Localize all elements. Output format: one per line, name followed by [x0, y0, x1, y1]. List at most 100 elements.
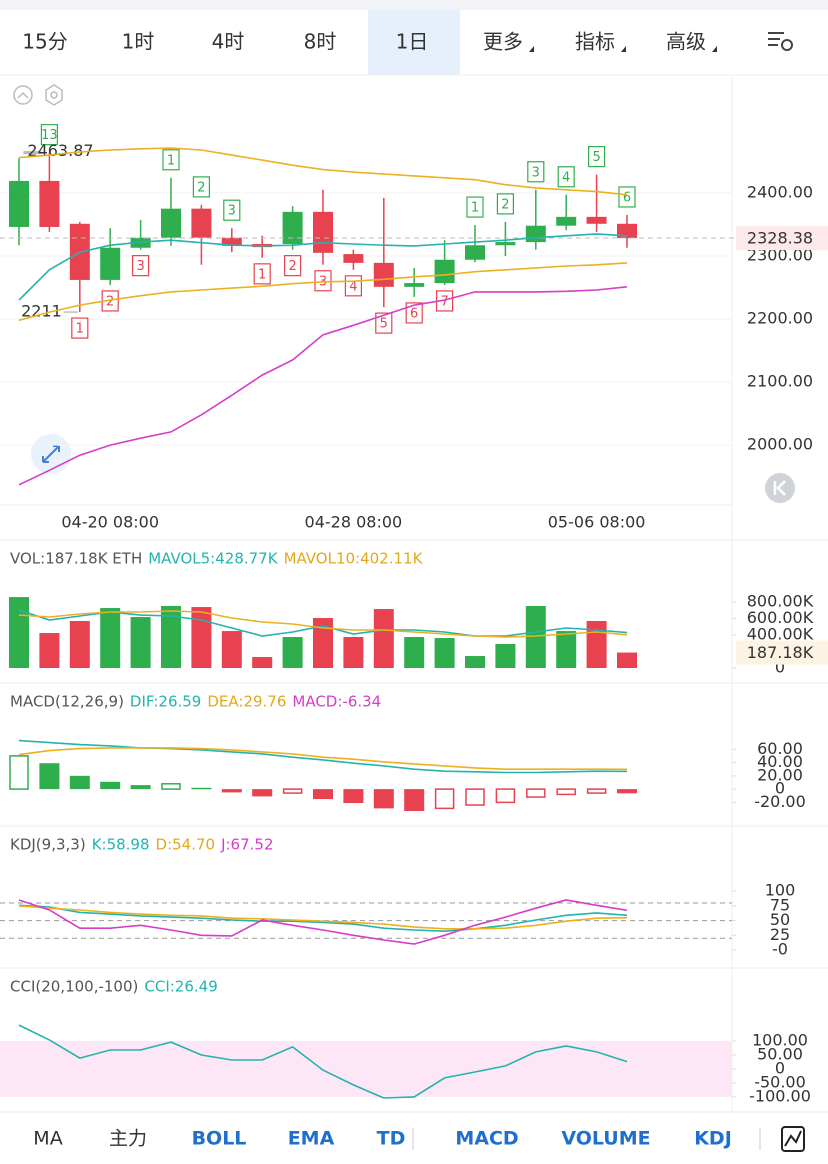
- indicator-line: [18, 609, 628, 637]
- candle-body: [525, 225, 546, 243]
- selected-tab-bg: [368, 10, 460, 75]
- td-marker-box: [223, 199, 241, 221]
- bar: [100, 781, 121, 790]
- bar: [465, 656, 485, 668]
- indicator-line: [18, 747, 628, 771]
- td-marker-box: [253, 263, 271, 285]
- bar: [191, 787, 212, 790]
- indicator-tab[interactable]: KDJ: [694, 1128, 732, 1150]
- candle-body: [617, 223, 637, 239]
- indicator-tab[interactable]: 主力: [109, 1128, 147, 1150]
- bar: [161, 605, 181, 668]
- td-marker: 3: [532, 165, 540, 180]
- legend-entry: MAVOL10:402.11K: [284, 550, 424, 568]
- y-tick-label: 400.00K: [747, 625, 814, 644]
- collapse-icon[interactable]: [13, 85, 33, 105]
- td-marker-box: [132, 255, 150, 277]
- status-strip: [0, 0, 828, 10]
- y-tick-label: 0: [775, 658, 785, 677]
- y-tick-label: 0: [775, 1058, 785, 1077]
- bar: [69, 775, 90, 790]
- td-marker-box: [496, 193, 514, 215]
- indicator-line: [18, 262, 628, 322]
- candle-body: [221, 237, 242, 246]
- bar: [586, 788, 607, 794]
- y-tick-label: 20.00: [757, 765, 803, 784]
- y-tick-label: 2200.00: [747, 309, 813, 328]
- last-price-label: 2328.38: [747, 229, 813, 248]
- candle-body: [404, 283, 425, 287]
- bar: [434, 637, 455, 668]
- indicator-tab[interactable]: MACD: [455, 1128, 518, 1150]
- legend-entry: DIF:26.59: [130, 693, 201, 711]
- indicator-line: [18, 147, 628, 196]
- last-price-bg: [736, 226, 828, 251]
- bar: [434, 788, 455, 810]
- td-marker-box: [527, 161, 545, 183]
- td-marker: 4: [562, 170, 570, 185]
- bar: [495, 788, 516, 804]
- timeframe-tab[interactable]: 4时: [212, 30, 245, 54]
- timeframe-tab[interactable]: 指标: [575, 30, 615, 54]
- y-tick-label: 25: [770, 925, 790, 944]
- bar: [282, 636, 303, 668]
- jump-latest-button[interactable]: [765, 473, 795, 503]
- y-tick-label: -50.00: [754, 1072, 806, 1091]
- legend-entry: CCI(20,100,-100): [10, 978, 138, 996]
- indicator-line: [18, 286, 628, 486]
- current-value-label: 187.18K: [747, 643, 814, 662]
- bar: [556, 788, 576, 796]
- y-tick-label: 50: [770, 910, 790, 929]
- candle-body: [495, 242, 516, 246]
- timeframe-tab[interactable]: 更多: [483, 30, 523, 54]
- indicator-tab[interactable]: VOLUME: [561, 1128, 650, 1150]
- bar: [100, 608, 121, 668]
- indicator-line: [18, 610, 628, 638]
- td-marker: 1: [167, 153, 175, 168]
- y-tick-label: 2000.00: [747, 435, 813, 454]
- bar: [69, 620, 90, 668]
- draw-icon[interactable]: [781, 1126, 805, 1152]
- td-marker: 7: [440, 294, 448, 309]
- td-marker: 1: [76, 322, 84, 337]
- td-marker-box: [71, 317, 89, 339]
- timeframe-tab[interactable]: 15分: [22, 30, 67, 54]
- td-marker: 1: [471, 201, 479, 216]
- indicator-tab[interactable]: MA: [33, 1128, 62, 1150]
- legend-entry: VOL:187.18K ETH: [10, 550, 142, 568]
- candle-body: [100, 247, 121, 280]
- candle-body: [9, 180, 29, 227]
- bar: [161, 783, 181, 790]
- min-price-label: 2211: [21, 302, 62, 321]
- layout-icon[interactable]: [768, 32, 793, 51]
- legend-entry: DEA:29.76: [207, 693, 286, 711]
- td-marker-box: [162, 149, 180, 171]
- bar: [373, 789, 394, 809]
- timeframe-tab[interactable]: 8时: [304, 30, 337, 54]
- y-tick-label: -100.00: [749, 1086, 811, 1105]
- td-marker: 6: [410, 306, 418, 321]
- legend-entry: MAVOL5:428.77K: [148, 550, 278, 568]
- td-marker-box: [466, 196, 484, 218]
- legend-entry: K:58.98: [92, 836, 150, 854]
- td-marker: 3: [136, 259, 144, 274]
- timeframe-tab[interactable]: 高级: [666, 30, 706, 54]
- td-marker: 3: [228, 204, 236, 219]
- y-tick-label: 60.00: [757, 739, 803, 758]
- indicator-tab[interactable]: EMA: [288, 1128, 335, 1150]
- y-tick-label: 2100.00: [747, 372, 813, 391]
- bar: [9, 755, 29, 790]
- legend-entry: J:67.52: [220, 836, 273, 854]
- settings-icon[interactable]: [45, 84, 63, 106]
- bar: [130, 785, 151, 790]
- indicator-line: [18, 739, 628, 774]
- timeframe-tab[interactable]: 1时: [122, 30, 155, 54]
- expand-button[interactable]: [31, 434, 71, 474]
- td-marker-box: [314, 270, 332, 292]
- td-marker-box: [375, 312, 393, 334]
- indicator-tab[interactable]: BOLL: [192, 1128, 247, 1150]
- bar: [39, 633, 60, 668]
- indicator-tab[interactable]: TD: [377, 1128, 406, 1150]
- timeframe-tab[interactable]: 1日: [396, 30, 429, 54]
- td-marker: 6: [623, 190, 631, 205]
